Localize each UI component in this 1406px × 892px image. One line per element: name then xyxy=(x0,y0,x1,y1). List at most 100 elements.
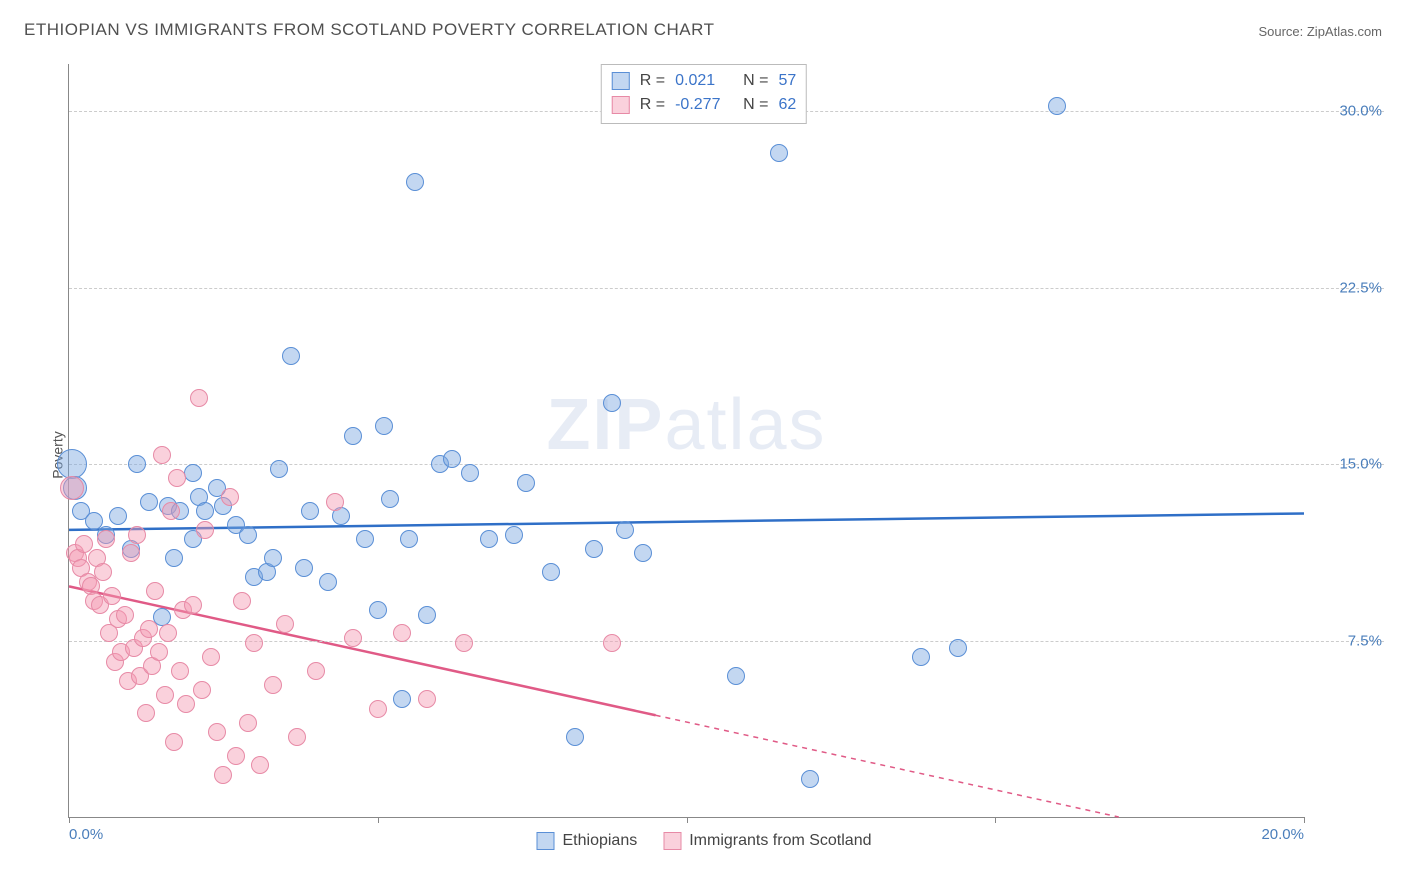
data-point-scotland xyxy=(326,493,344,511)
data-point-ethiopians xyxy=(270,460,288,478)
y-tick-label: 30.0% xyxy=(1312,103,1382,120)
data-point-ethiopians xyxy=(603,394,621,412)
chart-region: Poverty ZIPatlas 7.5%15.0%22.5%30.0%0.0%… xyxy=(24,50,1384,860)
r-label: R = xyxy=(640,69,665,93)
data-point-scotland xyxy=(171,662,189,680)
data-point-scotland xyxy=(276,615,294,633)
data-point-ethiopians xyxy=(140,493,158,511)
data-point-scotland xyxy=(177,695,195,713)
data-point-ethiopians xyxy=(727,667,745,685)
data-point-scotland xyxy=(159,624,177,642)
bottom-legend: Ethiopians Immigrants from Scotland xyxy=(537,832,872,850)
data-point-scotland xyxy=(369,700,387,718)
grid-line xyxy=(69,288,1384,289)
x-tick xyxy=(69,817,70,823)
data-point-ethiopians xyxy=(393,690,411,708)
data-point-ethiopians xyxy=(634,544,652,562)
data-point-scotland xyxy=(122,544,140,562)
data-point-scotland xyxy=(393,624,411,642)
legend-item-ethiopians: Ethiopians xyxy=(537,832,638,850)
data-point-scotland xyxy=(288,728,306,746)
data-point-ethiopians xyxy=(301,502,319,520)
x-tick xyxy=(995,817,996,823)
data-point-scotland xyxy=(184,596,202,614)
data-point-scotland xyxy=(221,488,239,506)
legend-swatch-ethiopians xyxy=(537,832,555,850)
swatch-scotland xyxy=(612,96,630,114)
data-point-ethiopians xyxy=(418,606,436,624)
r-label: R = xyxy=(640,93,665,117)
stats-row-ethiopians: R = 0.021 N = 57 xyxy=(612,69,796,93)
data-point-scotland xyxy=(202,648,220,666)
data-point-scotland xyxy=(208,723,226,741)
data-point-scotland xyxy=(193,681,211,699)
data-point-scotland xyxy=(245,634,263,652)
watermark-part2: atlas xyxy=(664,385,826,465)
data-point-scotland xyxy=(264,676,282,694)
trend-lines-svg xyxy=(69,64,1304,817)
data-point-ethiopians xyxy=(375,417,393,435)
data-point-ethiopians xyxy=(57,449,87,479)
data-point-ethiopians xyxy=(480,530,498,548)
data-point-scotland xyxy=(603,634,621,652)
data-point-ethiopians xyxy=(517,474,535,492)
data-point-scotland xyxy=(94,563,112,581)
data-point-ethiopians xyxy=(505,526,523,544)
stats-row-scotland: R = -0.277 N = 62 xyxy=(612,93,796,117)
data-point-ethiopians xyxy=(616,521,634,539)
data-point-scotland xyxy=(150,643,168,661)
grid-line xyxy=(69,464,1384,465)
data-point-scotland xyxy=(153,446,171,464)
x-tick-label: 20.0% xyxy=(1261,826,1304,843)
data-point-scotland xyxy=(190,389,208,407)
data-point-scotland xyxy=(418,690,436,708)
chart-container: ETHIOPIAN VS IMMIGRANTS FROM SCOTLAND PO… xyxy=(0,0,1406,892)
source-attribution: Source: ZipAtlas.com xyxy=(1258,24,1382,39)
data-point-ethiopians xyxy=(1048,97,1066,115)
data-point-scotland xyxy=(116,606,134,624)
data-point-scotland xyxy=(196,521,214,539)
legend-label-scotland: Immigrants from Scotland xyxy=(689,832,871,850)
data-point-scotland xyxy=(156,686,174,704)
data-point-ethiopians xyxy=(282,347,300,365)
data-point-scotland xyxy=(455,634,473,652)
chart-title: ETHIOPIAN VS IMMIGRANTS FROM SCOTLAND PO… xyxy=(24,20,715,40)
data-point-scotland xyxy=(128,526,146,544)
y-tick-label: 15.0% xyxy=(1312,456,1382,473)
data-point-ethiopians xyxy=(295,559,313,577)
data-point-ethiopians xyxy=(801,770,819,788)
data-point-ethiopians xyxy=(184,464,202,482)
data-point-ethiopians xyxy=(344,427,362,445)
data-point-scotland xyxy=(214,766,232,784)
data-point-ethiopians xyxy=(381,490,399,508)
data-point-ethiopians xyxy=(196,502,214,520)
data-point-scotland xyxy=(165,733,183,751)
data-point-scotland xyxy=(239,714,257,732)
data-point-ethiopians xyxy=(165,549,183,567)
n-label: N = xyxy=(743,69,768,93)
r-value-ethiopians: 0.021 xyxy=(675,69,733,93)
y-tick-label: 22.5% xyxy=(1312,279,1382,296)
data-point-scotland xyxy=(233,592,251,610)
data-point-ethiopians xyxy=(949,639,967,657)
data-point-ethiopians xyxy=(770,144,788,162)
data-point-scotland xyxy=(307,662,325,680)
data-point-ethiopians xyxy=(912,648,930,666)
data-point-ethiopians xyxy=(443,450,461,468)
data-point-scotland xyxy=(227,747,245,765)
r-value-scotland: -0.277 xyxy=(675,93,733,117)
data-point-ethiopians xyxy=(356,530,374,548)
trend-line-dashed-scotland xyxy=(656,715,1119,817)
y-tick-label: 7.5% xyxy=(1312,632,1382,649)
legend-swatch-scotland xyxy=(663,832,681,850)
data-point-ethiopians xyxy=(400,530,418,548)
data-point-ethiopians xyxy=(585,540,603,558)
watermark: ZIPatlas xyxy=(546,384,826,466)
data-point-scotland xyxy=(146,582,164,600)
data-point-scotland xyxy=(162,502,180,520)
x-tick xyxy=(378,817,379,823)
data-point-scotland xyxy=(168,469,186,487)
plot-area: ZIPatlas 7.5%15.0%22.5%30.0%0.0%20.0% xyxy=(68,64,1304,818)
n-label: N = xyxy=(743,93,768,117)
data-point-ethiopians xyxy=(319,573,337,591)
